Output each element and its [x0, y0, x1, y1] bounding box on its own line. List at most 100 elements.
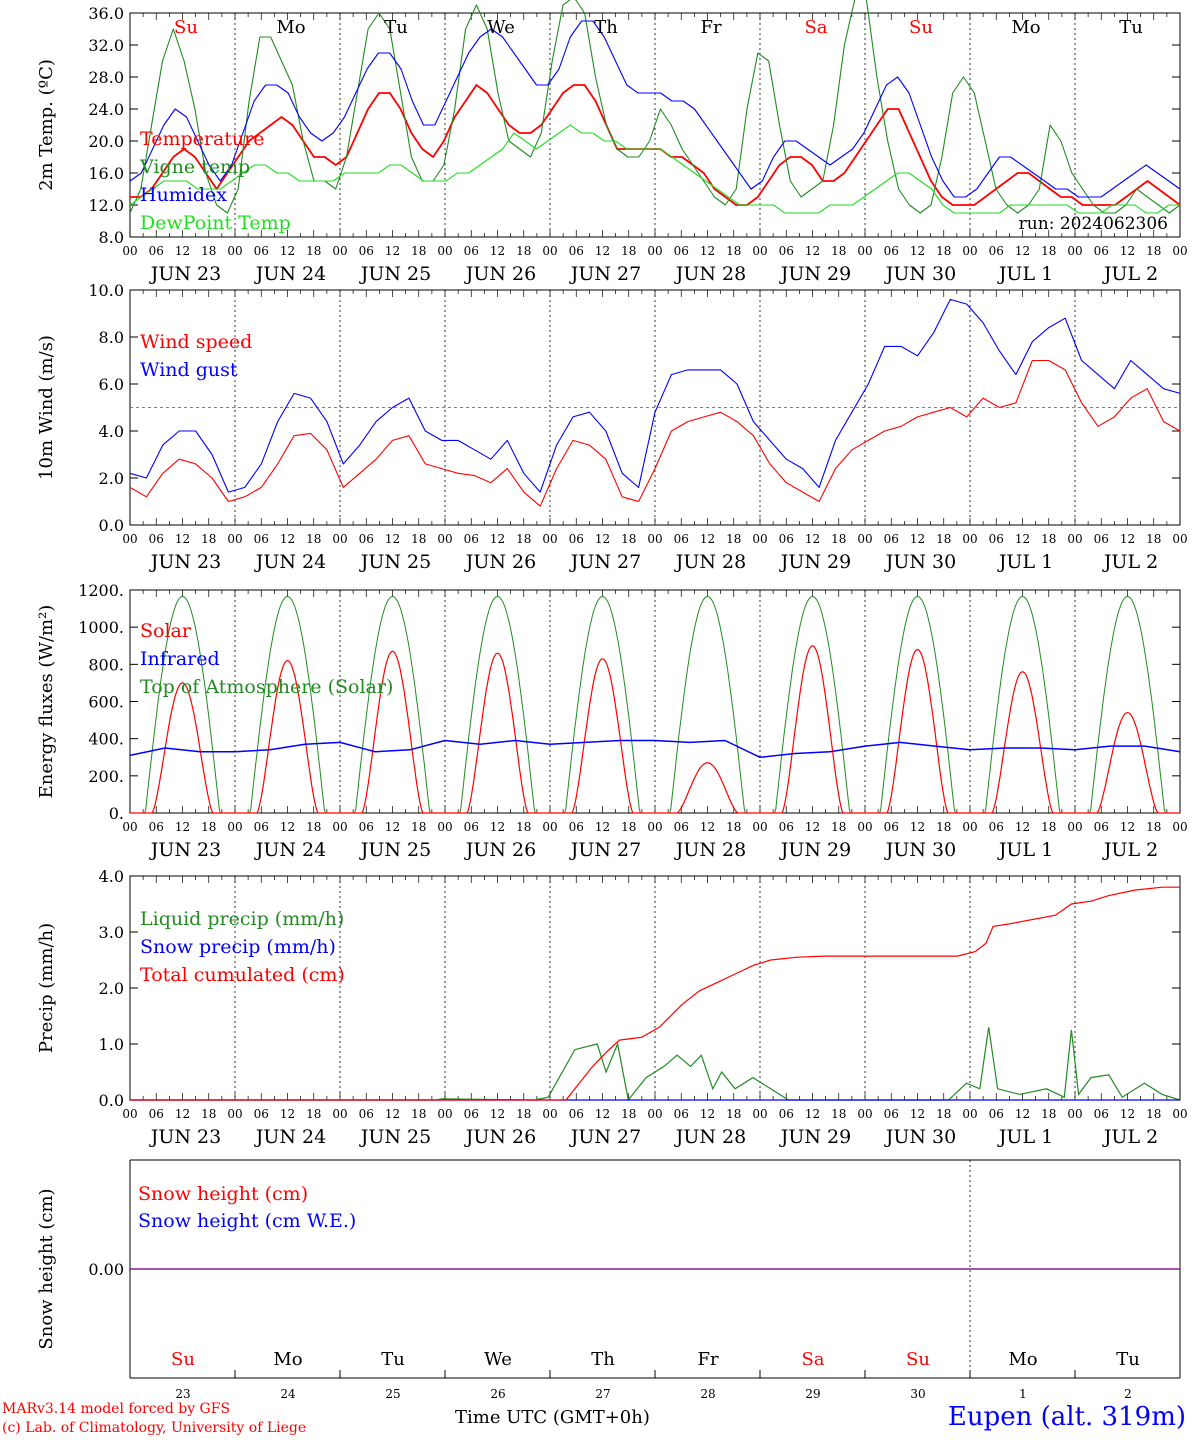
hour-tick-label: 18 [201, 244, 216, 258]
weekday-label: Su [906, 1349, 930, 1370]
wind-series-line [129, 359, 1181, 507]
hour-tick-label: 06 [254, 244, 269, 258]
hour-tick-label: 18 [201, 1107, 216, 1121]
date-label: JUN 24 [254, 263, 326, 285]
legend-entry: Snow precip (mm/h) [140, 936, 336, 958]
hour-tick-label: 00 [542, 1107, 557, 1121]
weekday-label: Su [171, 1349, 195, 1370]
hour-tick-label: 12 [700, 532, 715, 546]
day-number-label: 29 [805, 1387, 820, 1400]
hour-tick-label: 12 [1015, 244, 1030, 258]
date-label: JUN 25 [359, 263, 431, 285]
hour-tick-label: 18 [516, 532, 531, 546]
hour-tick-label: 12 [385, 244, 400, 258]
y-tick-label: 600. [88, 693, 124, 712]
hour-tick-label: 12 [805, 244, 820, 258]
hour-tick-label: 06 [464, 1107, 479, 1121]
hour-tick-label: 18 [831, 532, 846, 546]
hour-tick-label: 12 [910, 244, 925, 258]
hour-tick-label: 06 [569, 532, 584, 546]
hour-tick-label: 12 [910, 1107, 925, 1121]
hour-tick-label: 12 [175, 532, 190, 546]
precip-series-line [130, 1027, 1181, 1102]
hour-tick-label: 00 [122, 1107, 137, 1121]
hour-tick-label: 00 [1172, 532, 1187, 546]
legend-entry: Top of Atmosphere (Solar) [140, 676, 393, 698]
date-label: JUN 27 [569, 1126, 641, 1148]
hour-tick-label: 00 [332, 1107, 347, 1121]
hour-tick-label: 18 [306, 1107, 321, 1121]
date-label: JUN 24 [254, 1126, 326, 1148]
hour-tick-label: 06 [464, 532, 479, 546]
run-annotation: run: 2024062306 [1019, 214, 1168, 234]
hour-tick-label: 12 [595, 532, 610, 546]
hour-tick-label: 18 [726, 820, 741, 834]
hour-tick-label: 18 [621, 244, 636, 258]
date-label: JUN 26 [464, 1126, 536, 1148]
hour-tick-label: 06 [569, 1107, 584, 1121]
hour-tick-label: 18 [831, 820, 846, 834]
hour-tick-label: 18 [1041, 244, 1056, 258]
hour-tick-label: 00 [647, 820, 662, 834]
temp-series-line [129, 0, 1181, 214]
hour-tick-label: 12 [595, 1107, 610, 1121]
hour-tick-label: 06 [674, 1107, 689, 1121]
infrared-line [129, 739, 1181, 759]
hour-tick-label: 06 [254, 532, 269, 546]
hour-tick-label: 12 [1120, 244, 1135, 258]
hour-tick-label: 00 [1067, 1107, 1082, 1121]
legend-entry: Solar [140, 620, 192, 642]
precip-series-line [130, 886, 1180, 1101]
y-tick-label: 1200. [78, 581, 124, 600]
hour-tick-label: 18 [936, 532, 951, 546]
hour-tick-label: 00 [1067, 532, 1082, 546]
date-label: JUL 1 [997, 263, 1053, 285]
hour-tick-label: 18 [1146, 532, 1161, 546]
y-tick-label: 3.0 [99, 923, 124, 942]
hour-tick-label: 00 [122, 244, 137, 258]
y-tick-label: 800. [88, 655, 124, 674]
hour-tick-label: 18 [306, 532, 321, 546]
hour-tick-label: 00 [857, 820, 872, 834]
hour-tick-label: 18 [411, 1107, 426, 1121]
hour-tick-label: 18 [1146, 244, 1161, 258]
y-axis-label: Precip (mm/h) [36, 923, 57, 1053]
hour-tick-label: 06 [884, 820, 899, 834]
day-number-label: 2 [1124, 1387, 1132, 1400]
y-tick-label: 1.0 [99, 1035, 124, 1054]
hour-tick-label: 00 [962, 820, 977, 834]
y-tick-label: 6.0 [99, 375, 124, 394]
y-tick-label: 12.0 [88, 196, 124, 215]
hour-tick-label: 18 [411, 532, 426, 546]
hour-tick-label: 18 [516, 1107, 531, 1121]
hour-tick-label: 00 [122, 532, 137, 546]
y-tick-label: 400. [88, 730, 124, 749]
hour-tick-label: 12 [1015, 820, 1030, 834]
legend-entry: Humidex [140, 184, 227, 206]
date-label: JUN 24 [254, 839, 326, 861]
day-number-label: 24 [280, 1387, 296, 1400]
date-label: JUN 23 [149, 551, 221, 573]
hour-tick-label: 18 [726, 244, 741, 258]
hour-tick-label: 06 [989, 1107, 1004, 1121]
date-label: JUL 1 [997, 1126, 1053, 1148]
weekday-label: Su [174, 17, 198, 38]
hour-tick-label: 06 [254, 820, 269, 834]
y-tick-label: 20.0 [88, 132, 124, 151]
date-label: JUL 1 [997, 839, 1053, 861]
hour-tick-label: 06 [569, 244, 584, 258]
hour-tick-label: 00 [1172, 1107, 1187, 1121]
hour-tick-label: 12 [700, 1107, 715, 1121]
day-number-label: 26 [490, 1387, 505, 1400]
date-label: JUN 29 [779, 263, 851, 285]
date-label: JUN 27 [569, 551, 641, 573]
date-label: JUN 29 [779, 839, 851, 861]
hour-tick-label: 18 [411, 244, 426, 258]
hour-tick-label: 00 [752, 820, 767, 834]
hour-tick-label: 06 [674, 532, 689, 546]
hour-tick-label: 18 [1041, 532, 1056, 546]
solar-line [130, 645, 1180, 814]
hour-tick-label: 06 [884, 1107, 899, 1121]
date-label: JUL 2 [1102, 839, 1158, 861]
hour-tick-label: 18 [306, 820, 321, 834]
